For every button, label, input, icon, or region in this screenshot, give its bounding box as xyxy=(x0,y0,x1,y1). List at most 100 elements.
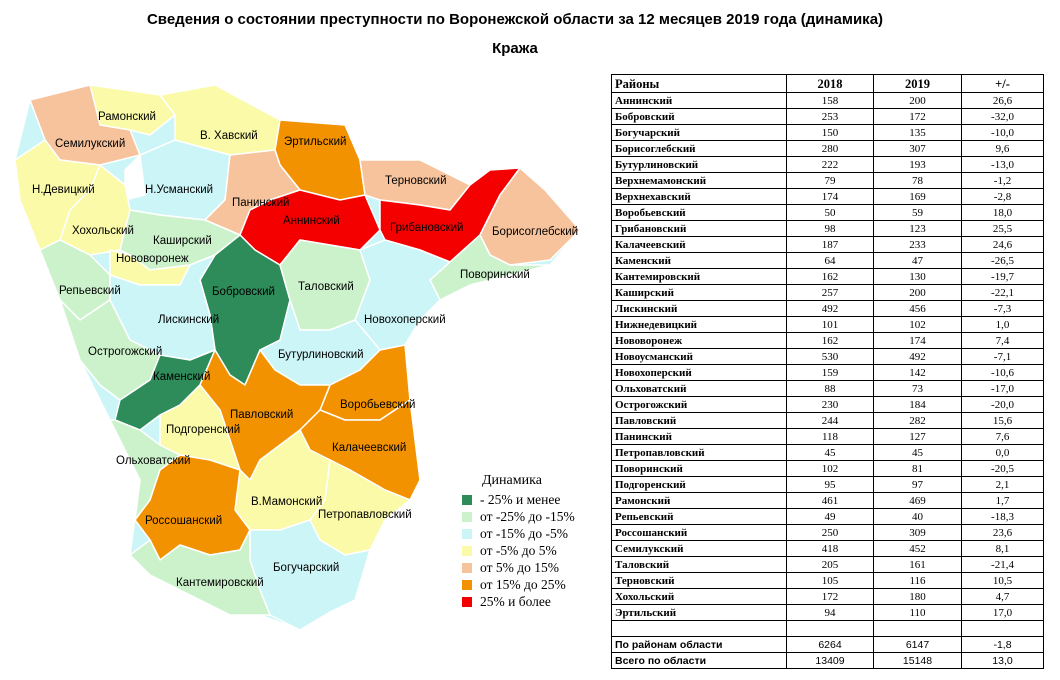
cell-2019: 47 xyxy=(873,252,962,269)
cell-2018: 102 xyxy=(786,460,874,477)
empty-cell xyxy=(961,620,1044,637)
cell-district: Кантемировский xyxy=(611,268,787,285)
cell-2018: 94 xyxy=(786,604,874,621)
cell-2018: 159 xyxy=(786,364,874,381)
label-talovsky: Таловский xyxy=(298,281,354,293)
cell-2018: 88 xyxy=(786,380,874,397)
cell-2019: 6147 xyxy=(873,636,962,653)
cell-2018: 13409 xyxy=(786,652,874,669)
empty-cell xyxy=(873,620,962,637)
table-row: Аннинский 158 200 26,6 xyxy=(611,92,1044,109)
region-khokholsky xyxy=(59,164,131,256)
label-liskinsky: Лискинский xyxy=(158,314,219,326)
legend-item: - 25% и менее xyxy=(462,491,575,508)
map-labels: Рамонский Семилукский В. Хавский Эртильс… xyxy=(32,111,578,589)
cell-2019: 130 xyxy=(873,268,962,285)
legend-swatch xyxy=(462,545,472,556)
cell-change: 17,0 xyxy=(961,604,1044,621)
label-v-khavsky: В. Хавский xyxy=(200,130,258,142)
legend-item: от -5% до 5% xyxy=(462,542,575,559)
table-row: Семилукский 418 452 8,1 xyxy=(611,540,1044,557)
region-novokhopersky xyxy=(354,239,451,351)
cell-change: 4,7 xyxy=(961,588,1044,605)
legend-label: 25% и более xyxy=(480,593,551,609)
label-bogucharsky: Богучарский xyxy=(273,562,339,574)
cell-2018: 280 xyxy=(786,140,874,157)
cell-2018: 101 xyxy=(786,316,874,333)
cell-district: Острогожский xyxy=(611,396,787,413)
legend-item: 25% и более xyxy=(462,593,575,610)
table-row: Грибановский 98 123 25,5 xyxy=(611,220,1044,237)
empty-cell xyxy=(611,620,787,637)
legend-swatch xyxy=(462,596,472,607)
cell-2019: 102 xyxy=(873,316,962,333)
legend-swatch xyxy=(462,494,472,505)
label-semiluksky: Семилукский xyxy=(55,138,125,150)
cell-2019: 200 xyxy=(873,92,962,109)
cell-2018: 45 xyxy=(786,444,874,461)
cell-2019: 135 xyxy=(873,124,962,141)
label-vorobyevsky: Воробьевский xyxy=(340,399,415,411)
legend-item: от -15% до -5% xyxy=(462,525,575,542)
cell-2019: 174 xyxy=(873,332,962,349)
table-row: Петропавловский 45 45 0,0 xyxy=(611,444,1044,461)
cell-2018: 222 xyxy=(786,156,874,173)
empty-cell xyxy=(786,620,874,637)
cell-change: 8,1 xyxy=(961,540,1044,557)
cell-change: 9,6 xyxy=(961,140,1044,157)
label-ramonsky: Рамонский xyxy=(98,111,156,123)
cell-district: Каменский xyxy=(611,252,787,269)
legend-item: от -25% до -15% xyxy=(462,508,575,525)
cell-change: 13,0 xyxy=(961,652,1044,669)
label-gribanovsky: Грибановский xyxy=(390,222,463,234)
table-row: Новохоперский 159 142 -10,6 xyxy=(611,364,1044,381)
cell-2018: 244 xyxy=(786,412,874,429)
cell-change: -7,1 xyxy=(961,348,1044,365)
cell-2018: 49 xyxy=(786,508,874,525)
label-novokhopersky: Новохоперский xyxy=(364,314,446,326)
cell-2018: 150 xyxy=(786,124,874,141)
cell-change: 26,6 xyxy=(961,92,1044,109)
cell-2019: 456 xyxy=(873,300,962,317)
label-kashirsky: Каширский xyxy=(153,235,212,247)
cell-2018: 205 xyxy=(786,556,874,573)
cell-2018: 6264 xyxy=(786,636,874,653)
cell-change: -32,0 xyxy=(961,108,1044,125)
cell-change: -20,0 xyxy=(961,396,1044,413)
label-povorinsky: Поворинский xyxy=(460,269,530,281)
cell-change: 7,4 xyxy=(961,332,1044,349)
cell-change: -26,5 xyxy=(961,252,1044,269)
legend-item: от 15% до 25% xyxy=(462,576,575,593)
label-rossoshansky: Россошанский xyxy=(145,515,222,527)
label-buturlinovsky: Бутурлиновский xyxy=(278,349,364,361)
cell-district: Грибановский xyxy=(611,220,787,237)
cell-2018: 105 xyxy=(786,572,874,589)
cell-2019: 15148 xyxy=(873,652,962,669)
cell-district: Хохольский xyxy=(611,588,787,605)
cell-district: Подгоренский xyxy=(611,476,787,493)
cell-2019: 123 xyxy=(873,220,962,237)
cell-2018: 64 xyxy=(786,252,874,269)
table-row: Острогожский 230 184 -20,0 xyxy=(611,396,1044,413)
table-row: Верхнемамонский 79 78 -1,2 xyxy=(611,172,1044,189)
cell-2019: 469 xyxy=(873,492,962,509)
cell-2018: 230 xyxy=(786,396,874,413)
page-subtitle: Кража xyxy=(492,40,538,57)
label-pavlovsky: Павловский xyxy=(230,409,293,421)
cell-change: -19,7 xyxy=(961,268,1044,285)
crime-table: Районы 2018 2019 +/- Аннинский 158 200 26,6… xyxy=(611,74,1044,669)
cell-change: -18,3 xyxy=(961,508,1044,525)
label-anninsky: Аннинский xyxy=(283,215,340,227)
table-row: Нижнедевицкий 101 102 1,0 xyxy=(611,316,1044,333)
legend-label: от -15% до -5% xyxy=(480,525,568,541)
cell-change: 1,0 xyxy=(961,316,1044,333)
cell-2019: 169 xyxy=(873,188,962,205)
cell-change: 0,0 xyxy=(961,444,1044,461)
cell-2018: 257 xyxy=(786,284,874,301)
cell-2019: 81 xyxy=(873,460,962,477)
table-row: Подгоренский 95 97 2,1 xyxy=(611,476,1044,493)
cell-district: Поворинский xyxy=(611,460,787,477)
legend-label: от -5% до 5% xyxy=(480,542,557,558)
table-row: Калачеевский 187 233 24,6 xyxy=(611,236,1044,253)
cell-district: Лискинский xyxy=(611,300,787,317)
